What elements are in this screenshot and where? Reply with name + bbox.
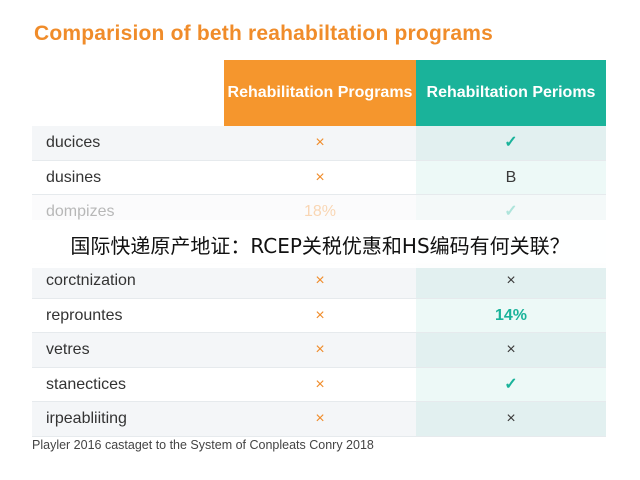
cross-icon: × [416,402,606,436]
row-label: dompizes [46,203,115,220]
row-label: dusines [46,168,102,186]
row-label: irpeabliiting [46,410,127,427]
column-header-perioms: Rehabiltation Perioms [416,60,606,126]
cross-icon: × [315,410,325,427]
cross-icon: × [315,272,325,289]
cell-value: 18% [303,203,337,220]
cross-icon: × [315,134,325,151]
check-icon: ✓ [416,195,606,229]
table-row: corctnization × × [32,264,606,299]
cell-value: B [416,160,606,194]
table-row: reprountes × 14% [32,298,606,333]
table-header: Rehabilitation Programs Rehabiltation Pe… [32,60,606,126]
footer-caption: Playler 2016 castaget to the System of C… [32,438,374,452]
row-label: corctnization [46,272,136,289]
cross-icon: × [315,341,325,358]
row-label: reprountes [46,306,123,324]
column-header-programs: Rehabilitation Programs [224,60,416,126]
row-label: stanectices [46,375,127,393]
cell-value: 14% [416,298,606,332]
table-row: stanectices × ✓ [32,367,606,402]
cross-icon: × [416,264,606,298]
cross-icon: × [315,168,325,186]
check-icon: ✓ [416,126,606,160]
overlay-banner: 国际快递原产地证：RCEP关税优惠和HS编码有何关联？ [0,220,640,268]
table-row: vetres × × [32,333,606,368]
check-icon: ✓ [416,367,606,401]
table-row: irpeabliiting × × [32,402,606,437]
table-row: ducices × ✓ [32,126,606,161]
table-body: ducices × ✓ dusines × B dompizes 18% ✓ c… [32,126,606,437]
row-label: ducices [46,134,101,151]
row-label: vetres [46,341,90,358]
cross-icon: × [315,375,325,393]
page-title: Comparision of beth reahabiltation progr… [34,22,493,45]
table-row: dusines × B [32,160,606,195]
cross-icon: × [416,333,606,367]
cross-icon: × [315,306,325,324]
